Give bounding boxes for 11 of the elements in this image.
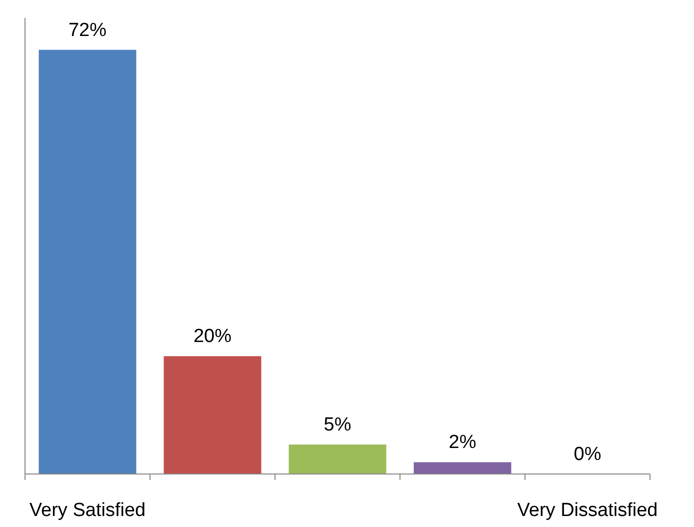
bar bbox=[38, 50, 136, 474]
bar bbox=[164, 356, 262, 474]
x-tick-label: Very Satisfied bbox=[29, 500, 146, 521]
bar bbox=[414, 462, 512, 474]
data-label: 5% bbox=[324, 414, 352, 436]
x-tick-label: Very Dissatisfied bbox=[517, 500, 658, 521]
data-label: 0% bbox=[574, 444, 602, 465]
data-label: 20% bbox=[193, 326, 232, 348]
bar bbox=[288, 444, 386, 474]
data-label: 2% bbox=[448, 432, 476, 454]
data-label: 72% bbox=[68, 20, 107, 41]
